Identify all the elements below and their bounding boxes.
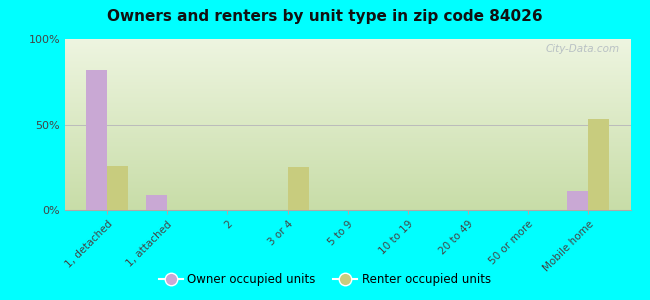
Bar: [567, 191, 588, 210]
Legend: Owner occupied units, Renter occupied units: Owner occupied units, Renter occupied un…: [154, 269, 496, 291]
Bar: [86, 70, 107, 210]
Bar: [588, 119, 610, 210]
Text: City-Data.com: City-Data.com: [545, 44, 619, 54]
Bar: [287, 167, 309, 210]
Text: Owners and renters by unit type in zip code 84026: Owners and renters by unit type in zip c…: [107, 9, 543, 24]
Bar: [146, 195, 167, 210]
Bar: [107, 166, 128, 210]
